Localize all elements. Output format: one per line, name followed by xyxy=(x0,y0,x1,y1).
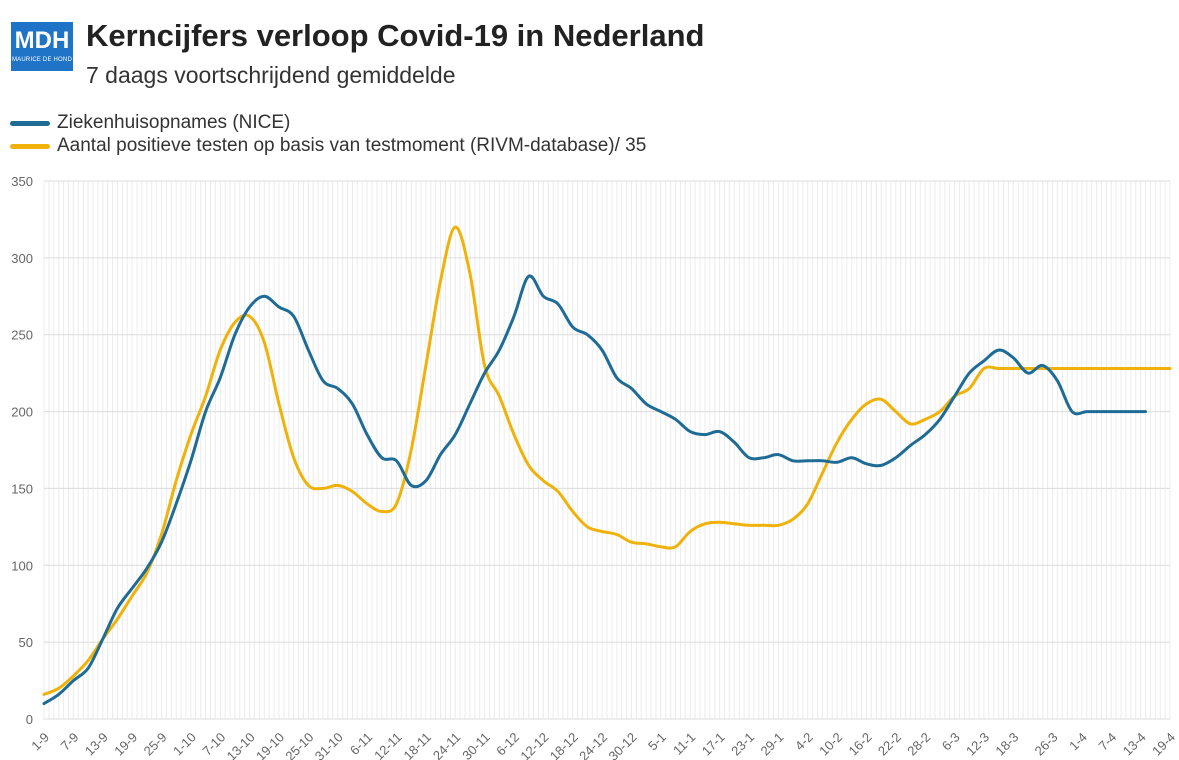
y-tick-label: 250 xyxy=(11,328,33,343)
x-tick-label: 26-3 xyxy=(1032,730,1061,759)
x-tick-label: 17-1 xyxy=(699,730,728,759)
x-tick-label: 5-1 xyxy=(645,730,669,754)
series-line-positieve-testen xyxy=(42,225,1172,696)
x-tick-label: 25-10 xyxy=(282,730,316,760)
x-tick-label: 13-4 xyxy=(1120,730,1149,759)
x-tick-label: 24-12 xyxy=(576,730,610,760)
y-tick-label: 300 xyxy=(11,251,33,266)
x-tick-label: 1-4 xyxy=(1066,730,1090,754)
x-tick-label: 19-10 xyxy=(253,730,287,760)
y-tick-label: 150 xyxy=(11,481,33,496)
x-tick-label: 22-2 xyxy=(875,730,904,759)
y-tick-label: 0 xyxy=(26,712,33,727)
legend-swatch-positieve-testen xyxy=(10,144,50,149)
legend-label-ziekenhuisopnames: Ziekenhuisopnames (NICE) xyxy=(57,112,291,133)
x-tick-label: 12-3 xyxy=(963,730,992,759)
x-tick-label: 12-11 xyxy=(371,730,404,760)
x-tick-label: 1-9 xyxy=(28,730,52,754)
chart-title: Kerncijfers verloop Covid-19 in Nederlan… xyxy=(86,18,705,53)
x-tick-label: 7-9 xyxy=(58,730,82,754)
x-tick-label: 23-1 xyxy=(728,730,757,759)
series-line-ziekenhuisopnames xyxy=(42,274,1147,706)
x-tick-label: 18-3 xyxy=(992,730,1021,759)
legend-label-positieve-testen: Aantal positieve testen op basis van tes… xyxy=(57,135,647,156)
y-tick-label: 200 xyxy=(11,405,33,420)
x-tick-label: 13-9 xyxy=(82,730,111,759)
x-tick-label: 6-3 xyxy=(939,730,963,754)
x-tick-label: 6-11 xyxy=(347,730,375,758)
x-tick-label: 18-12 xyxy=(547,730,581,760)
x-tick-label: 30-11 xyxy=(459,730,492,760)
x-tick-label: 12-12 xyxy=(517,730,551,760)
x-tick-label: 1-10 xyxy=(170,730,199,759)
chart-subtitle: 7 daags voortschrijdend gemiddelde xyxy=(86,62,456,88)
x-tick-label: 11-1 xyxy=(670,730,698,758)
x-tick-label: 24-11 xyxy=(430,730,463,760)
x-tick-label: 25-9 xyxy=(141,730,170,759)
legend-swatch-ziekenhuisopnames xyxy=(10,121,50,126)
x-tick-label: 31-10 xyxy=(312,730,346,760)
logo-text: MDH xyxy=(14,27,70,54)
x-tick-label: 28-2 xyxy=(904,730,933,759)
x-tick-label: 18-11 xyxy=(401,730,434,760)
y-tick-label: 50 xyxy=(19,635,33,650)
x-tick-label: 29-1 xyxy=(757,730,786,759)
x-tick-label: 7-4 xyxy=(1095,730,1119,754)
x-tick-label: 30-12 xyxy=(605,730,639,760)
x-tick-label: 10-2 xyxy=(816,730,845,759)
x-tick-label: 19-4 xyxy=(1149,730,1178,759)
logo-subtext: MAURICE DE HOND xyxy=(11,57,72,63)
x-tick-label: 13-10 xyxy=(224,730,258,760)
brand-logo: MDH MAURICE DE HOND xyxy=(11,22,73,71)
y-tick-label: 350 xyxy=(11,174,33,189)
x-tick-label: 19-9 xyxy=(111,730,140,759)
y-tick-label: 100 xyxy=(11,558,33,573)
x-tick-label: 16-2 xyxy=(846,730,875,759)
x-tick-label: 4-2 xyxy=(792,730,816,754)
